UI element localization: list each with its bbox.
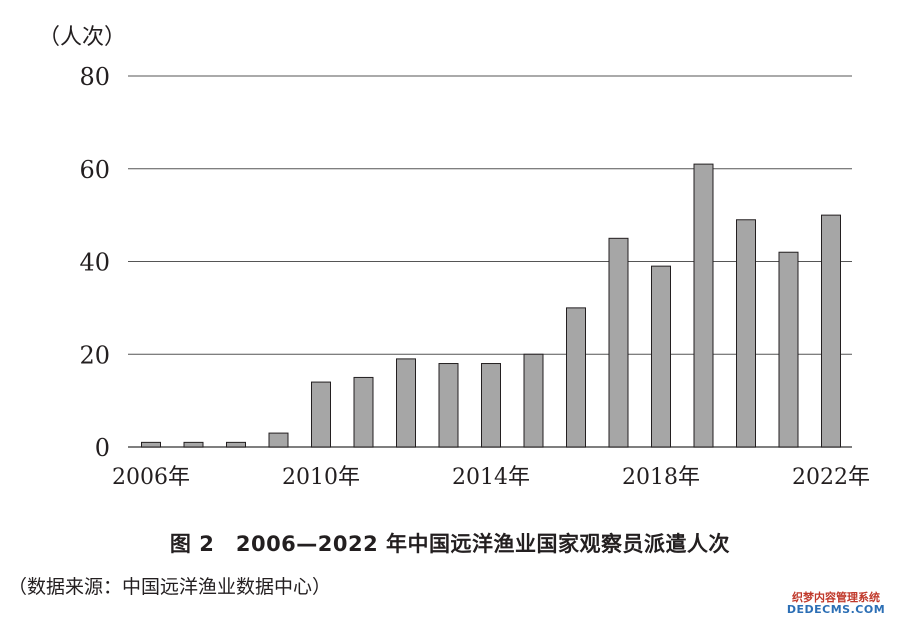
x-tick-label: 2014年 — [452, 465, 530, 490]
watermark-logo: 织梦内容管理系统 DEDECMS.COM — [780, 590, 892, 617]
bars — [141, 163, 841, 448]
x-tick-label: 2018年 — [622, 465, 700, 490]
y-tick-label: 60 — [79, 156, 110, 184]
bar-2017 — [608, 237, 629, 448]
bar-2008 — [226, 441, 246, 448]
figure-caption: 图 2 2006—2022 年中国远洋渔业国家观察员派遣人次 — [169, 532, 731, 556]
bar-2006 — [141, 441, 161, 448]
bar-2019 — [693, 163, 714, 448]
bar-2016 — [566, 307, 586, 448]
bar-2022 — [821, 214, 841, 448]
bar-2011 — [353, 376, 374, 448]
x-tick-label: 2010年 — [282, 465, 360, 490]
x-tick-label: 2006年 — [112, 465, 190, 490]
y-axis-unit-label: （人次） — [38, 25, 126, 50]
bar-2015 — [523, 353, 544, 448]
y-tick-label: 40 — [79, 249, 110, 277]
axis-labels: 0 20 40 60 80 （人次） 2006年 2010年 2014年 2018年 2022年 — [38, 25, 870, 490]
y-tick-label: 0 — [95, 434, 110, 462]
bar-2013 — [438, 363, 459, 448]
watermark-line-2: DEDECMS.COM — [786, 603, 886, 617]
bar-2018 — [651, 265, 671, 448]
bar-2007 — [183, 441, 204, 448]
bar-2012 — [396, 358, 416, 448]
bar-2010 — [311, 381, 331, 448]
bar-chart: 0 20 40 60 80 （人次） 2006年 2010年 2014年 2018年 2022年 — [38, 25, 870, 490]
y-tick-label: 20 — [79, 341, 110, 369]
bar-2009 — [268, 432, 289, 448]
data-source-note: （数据来源：中国远洋渔业数据中心） — [8, 576, 332, 598]
bar-2021 — [778, 251, 799, 448]
y-tick-label: 80 — [79, 63, 110, 91]
x-tick-label: 2022年 — [792, 465, 870, 490]
bar-2020 — [736, 219, 756, 448]
bar-2014 — [481, 363, 501, 448]
watermark-line-1: 织梦内容管理系统 — [792, 590, 880, 604]
